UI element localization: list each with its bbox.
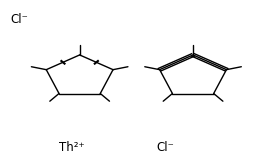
Text: Cl⁻: Cl⁻ [157,141,174,154]
Text: Th²⁺: Th²⁺ [59,141,85,154]
Text: Cl⁻: Cl⁻ [11,13,29,26]
